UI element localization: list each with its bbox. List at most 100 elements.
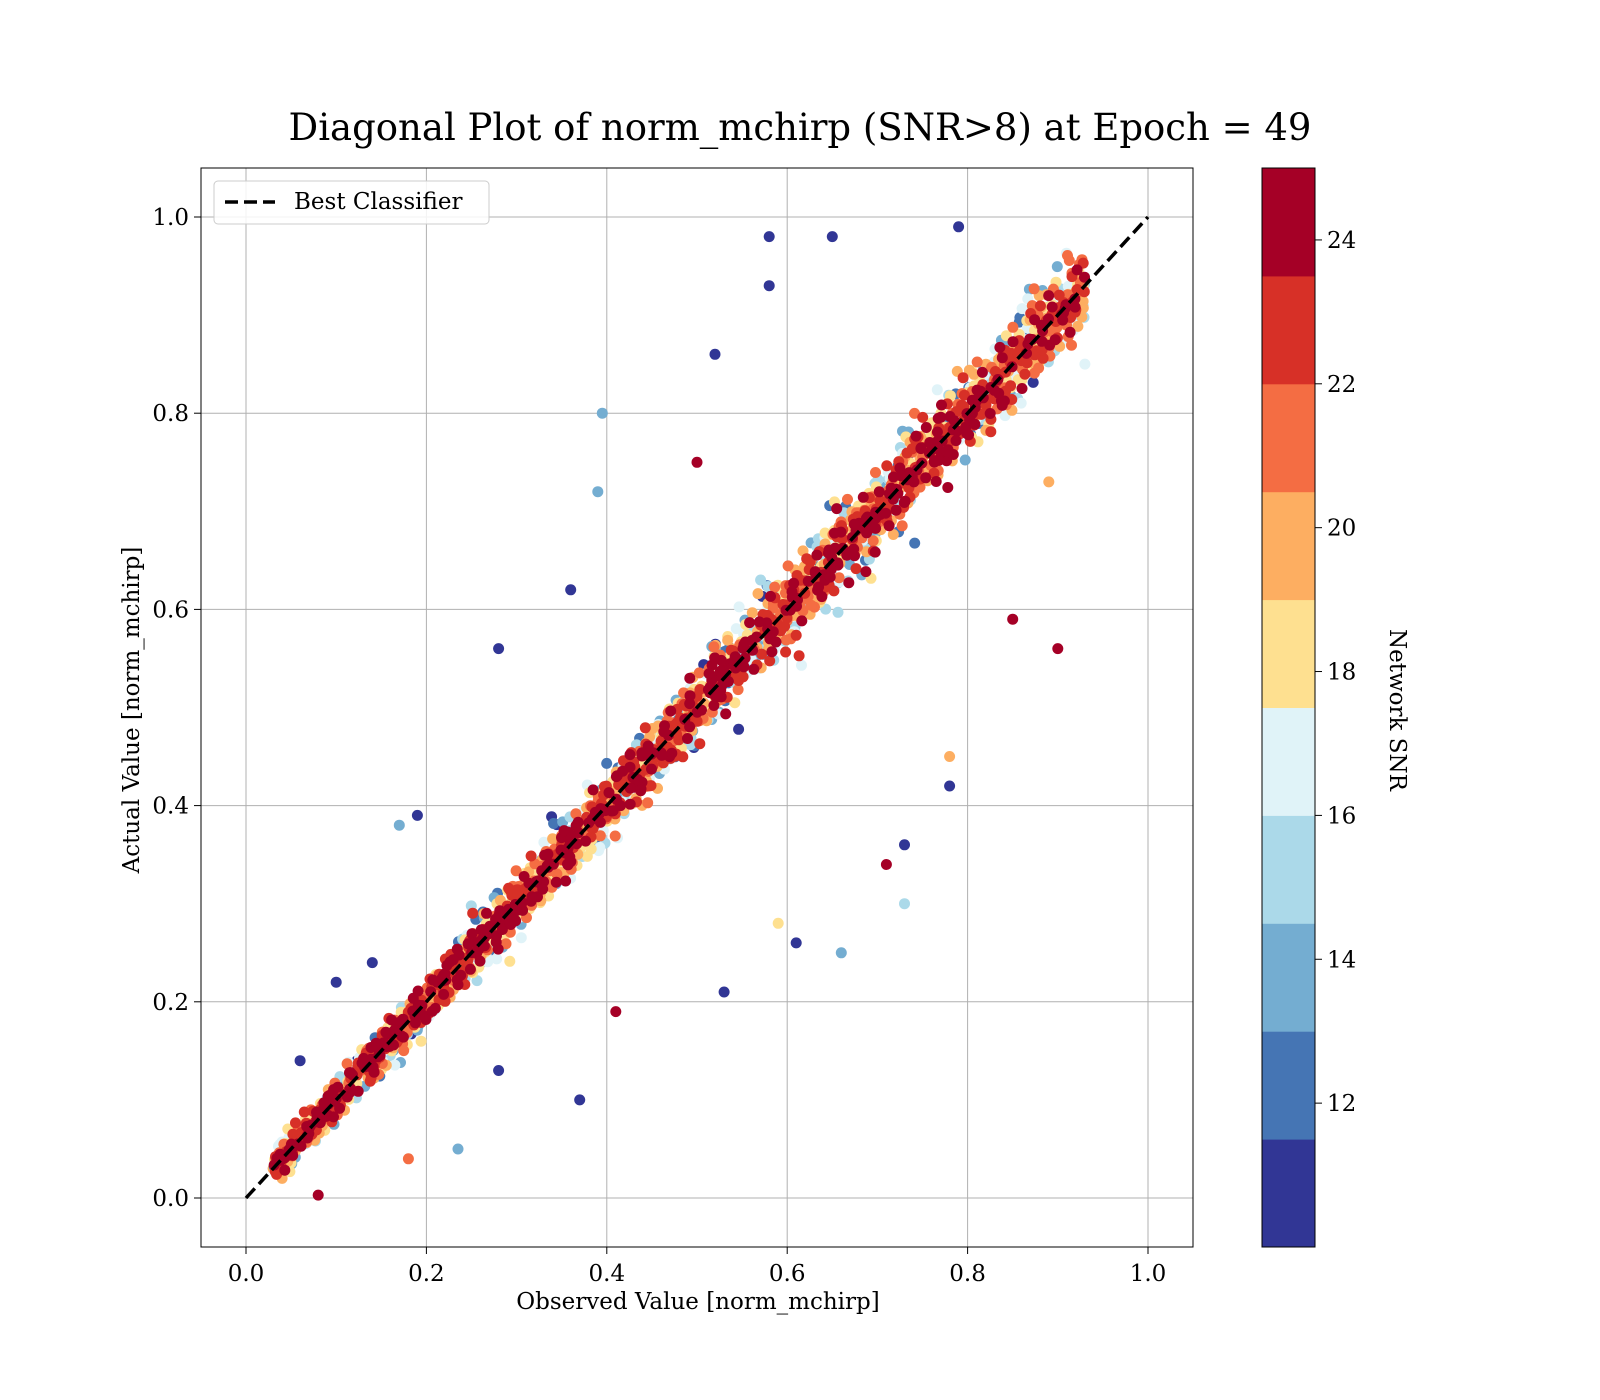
scatter-point (462, 938, 474, 950)
x-tick-label: 0.4 (589, 1261, 626, 1287)
scatter-point (714, 665, 726, 677)
scatter-point (996, 352, 1008, 364)
legend[interactable]: Best Classifier (213, 180, 490, 225)
legend-entry-best-classifier: Best Classifier (294, 189, 462, 215)
colorbar-segment (1262, 923, 1315, 1032)
scatter-point (438, 988, 450, 1000)
colorbar-segment (1262, 707, 1315, 816)
scatter-point (684, 698, 696, 710)
scatter-point (558, 825, 570, 837)
scatter-point (447, 954, 459, 966)
scatter-point (684, 672, 696, 684)
scatter-point (764, 655, 776, 667)
scatter-point (587, 784, 599, 796)
scatter-point (932, 412, 944, 424)
scatter-point (610, 1006, 622, 1018)
scatter-point (344, 1067, 355, 1079)
y-tick-label: 0.0 (152, 1186, 189, 1212)
scatter-points (267, 221, 1091, 1201)
scatter-point (512, 887, 524, 899)
scatter-point (816, 591, 828, 603)
scatter-point (580, 835, 592, 847)
scatter-point (887, 529, 899, 540)
scatter-point (504, 955, 516, 967)
plot-frame (200, 167, 1194, 1248)
scatter-point (994, 341, 1006, 353)
scatter-point (895, 470, 907, 482)
scatter-point (411, 809, 423, 821)
scatter-point (603, 787, 615, 799)
scatter-point (915, 443, 927, 455)
scatter-point (639, 722, 651, 734)
chart-title: Diagonal Plot of norm_mchirp (SNR>8) at … (289, 106, 1312, 150)
scatter-point (824, 571, 836, 583)
colorbar-segment (1262, 815, 1315, 924)
scatter-point (899, 898, 910, 910)
scatter-point (481, 907, 492, 919)
scatter-point (850, 563, 862, 575)
scatter-point (801, 553, 813, 565)
scatter-point (763, 231, 775, 243)
scatter-point (397, 1031, 409, 1043)
scatter-point (548, 818, 560, 829)
scatter-point (703, 668, 715, 680)
scatter-point (1051, 261, 1063, 273)
scatter-point (910, 430, 922, 442)
scatter-point (942, 482, 954, 493)
scatter-point (931, 426, 943, 438)
scatter-point (811, 549, 823, 561)
scatter-point (848, 518, 860, 530)
scatter-point (802, 575, 814, 587)
scatter-point (1021, 357, 1033, 369)
scatter-point (526, 891, 538, 903)
scatter-point (733, 675, 745, 686)
scatter-point (380, 1026, 392, 1038)
scatter-point (665, 705, 677, 717)
scatter-point (708, 641, 720, 653)
scatter-point (772, 917, 784, 929)
scatter-point (832, 606, 844, 618)
scatter-point (849, 550, 860, 562)
scatter-point (596, 407, 608, 419)
colorbar-tick-label: 20 (1327, 516, 1356, 542)
x-tick-label: 0.0 (228, 1261, 265, 1287)
scatter-point (572, 816, 584, 828)
scatter-point (656, 749, 668, 761)
colorbar: 12 14 16 18 20 22 24 Network SNR (1261, 167, 1410, 1248)
scatter-point (601, 757, 613, 769)
scatter-point (890, 504, 902, 516)
scatter-point (609, 830, 621, 842)
scatter-point (500, 938, 512, 950)
colorbar-tick-label: 14 (1327, 947, 1356, 973)
scatter-point (332, 1081, 344, 1093)
colorbar-frame (1261, 167, 1316, 1248)
scatter-point (896, 520, 908, 532)
scatter-point (364, 1075, 376, 1087)
scatter-point (496, 924, 508, 935)
scatter-point (537, 883, 549, 895)
scatter-point (958, 389, 970, 401)
scatter-point (870, 467, 881, 478)
scatter-point (924, 437, 936, 448)
scatter-point (744, 617, 756, 629)
scatter-point (730, 623, 742, 635)
scatter-point (538, 836, 550, 848)
scatter-point (769, 581, 781, 593)
y-tick-label: 0.6 (152, 597, 189, 623)
scatter-point (756, 648, 768, 660)
scatter-point (826, 231, 838, 243)
scatter-point (515, 932, 527, 944)
scatter-point (870, 522, 882, 534)
scatter-point (510, 865, 522, 877)
scatter-point (718, 986, 730, 998)
colorbar-segment (1262, 275, 1315, 385)
plot-area (200, 167, 1194, 1248)
colorbar-label: Network SNR (1384, 629, 1410, 792)
scatter-point (984, 408, 996, 419)
scatter-point (386, 1014, 398, 1026)
scatter-point (1069, 301, 1081, 313)
scatter-point (426, 1005, 438, 1017)
x-axis-label: Observed Value [norm_mchirp] (516, 1289, 879, 1315)
y-axis-ticks: 0.0 0.2 0.4 0.6 0.8 1.0 (152, 205, 201, 1212)
scatter-point (906, 443, 918, 455)
